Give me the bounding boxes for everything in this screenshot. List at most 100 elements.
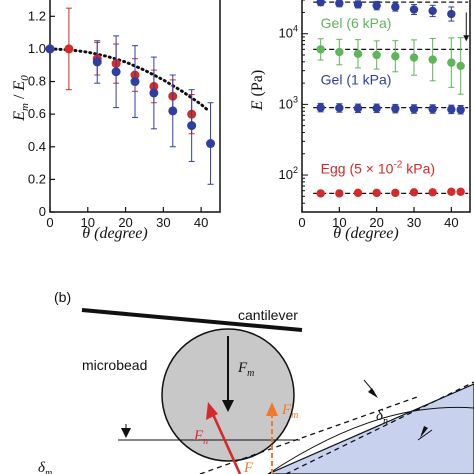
right-data-point — [447, 58, 456, 67]
right-data-points — [313, 0, 470, 198]
right-data-point — [447, 187, 456, 196]
right-axis-ticks: 0 10 20 30 40 102 103 104 — [279, 0, 459, 230]
right-data-point — [409, 188, 419, 197]
force-fn-arrowhead — [206, 402, 218, 420]
left-data-point — [111, 67, 121, 77]
force-fm-component-label: Fm — [281, 402, 298, 421]
right-data-point — [456, 187, 465, 196]
right-data-point — [353, 49, 363, 58]
left-y-tick-label: 0 — [39, 204, 46, 219]
right-data-point — [372, 1, 381, 10]
left-x-tick-label: 10 — [81, 215, 95, 230]
force-f-label: F — [243, 460, 254, 474]
panel-label-b: (b) — [54, 289, 71, 305]
substrate-surface — [267, 383, 474, 474]
right-data-point — [353, 104, 363, 113]
left-y-tick-label: 0.2 — [28, 171, 46, 186]
right-data-point — [316, 189, 325, 198]
right-plot-frame — [301, 0, 471, 213]
right-data-point — [391, 188, 400, 198]
right-data-point — [428, 104, 437, 114]
right-data-point — [391, 52, 400, 61]
delta-n-arrow-top — [368, 388, 378, 398]
left-fit-curve — [48, 47, 211, 113]
left-data-point — [168, 106, 178, 116]
right-chart: 0 10 20 30 40 102 103 104 Gel (6 kPa) Gel (1 kPa… — [249, 0, 471, 242]
left-y-axis-label: Em / E0 — [11, 75, 31, 122]
microbead-label: microbead — [82, 357, 147, 373]
substrate-original-line — [285, 381, 474, 474]
right-series-label: Egg (5 × 10-2 kPa) — [321, 160, 435, 177]
left-data-point — [206, 139, 216, 149]
left-data-point — [45, 44, 55, 54]
right-y-tick-label: 103 — [279, 94, 298, 111]
right-data-point — [372, 50, 381, 60]
right-x-tick-label: 10 — [332, 215, 346, 230]
right-data-point — [316, 45, 325, 54]
right-data-point — [335, 103, 344, 113]
right-x-tick-label: 40 — [444, 215, 458, 230]
left-data-points — [45, 7, 216, 185]
force-fn-shaft — [210, 411, 242, 474]
right-data-point — [428, 6, 437, 16]
right-x-tick-label: 20 — [369, 215, 383, 230]
right-data-point — [316, 0, 325, 7]
left-x-tick-label: 0 — [46, 215, 53, 230]
right-data-point — [447, 105, 456, 114]
right-data-point — [409, 104, 419, 114]
force-fm-arrowhead — [222, 400, 234, 412]
left-data-point — [187, 121, 197, 131]
right-series-labels: Gel (6 kPa) Gel (1 kPa) Egg (5 × 10-2 kPa) — [321, 15, 435, 176]
left-y-tick-label: 0.4 — [28, 139, 46, 154]
right-data-point — [409, 5, 419, 14]
left-axis-ticks: 0 10 20 30 40 0 0.2 0.4 0.6 0.8 1.0 1.2 — [28, 8, 208, 230]
delta-n-arrow-bottom — [420, 426, 428, 438]
right-data-point — [391, 2, 400, 12]
right-y-axis-label: E (Pa) — [249, 70, 266, 111]
force-fm-component-arrowhead — [266, 402, 278, 416]
right-x-tick-label: 0 — [298, 215, 305, 230]
delta-m-arrow — [121, 428, 131, 438]
right-data-point — [353, 188, 363, 198]
right-y-tick-label: 102 — [279, 165, 298, 182]
right-data-point — [409, 53, 419, 62]
right-series-label: Gel (1 kPa) — [321, 72, 392, 88]
tangent-dashed-line — [199, 395, 421, 474]
right-data-point — [353, 0, 363, 9]
right-data-point — [372, 188, 381, 198]
right-x-tick-label: 30 — [407, 215, 421, 230]
right-x-axis-label: θ (degree) — [333, 225, 398, 242]
right-data-point — [391, 104, 400, 113]
left-y-tick-label: 1.2 — [28, 8, 46, 23]
delta-m-label: δm — [38, 460, 52, 474]
left-data-point — [92, 57, 102, 67]
right-data-point — [335, 47, 344, 57]
right-series-label: Gel (6 kPa) — [321, 15, 392, 31]
left-data-point — [130, 77, 140, 87]
contact-diagram: (b) cantilever microbead Fm Fn Fm F δn — [38, 289, 474, 474]
left-y-tick-label: 0.8 — [28, 74, 46, 89]
right-data-point — [335, 189, 344, 198]
left-x-tick-label: 30 — [156, 215, 170, 230]
left-data-point — [149, 88, 159, 98]
left-x-tick-label: 40 — [194, 215, 208, 230]
delta-n-label: δn — [376, 408, 388, 427]
right-data-point — [316, 103, 325, 112]
right-data-point — [428, 55, 437, 64]
left-y-tick-label: 1.0 — [28, 41, 46, 56]
right-data-point — [456, 105, 465, 114]
right-data-point — [428, 188, 437, 197]
left-x-tick-label: 20 — [118, 215, 132, 230]
cantilever-label: cantilever — [238, 307, 298, 323]
left-data-point — [64, 44, 74, 54]
force-fm-label: Fm — [237, 360, 254, 379]
right-data-point — [447, 9, 456, 19]
right-data-point — [372, 104, 381, 113]
right-y-tick-label: 104 — [279, 24, 298, 41]
force-fn-label: Fn — [193, 428, 208, 447]
right-data-point — [456, 61, 465, 71]
substrate-deformed-profile — [267, 406, 474, 474]
left-y-tick-label: 0.6 — [28, 106, 46, 121]
right-shift-arrowhead — [463, 35, 470, 42]
